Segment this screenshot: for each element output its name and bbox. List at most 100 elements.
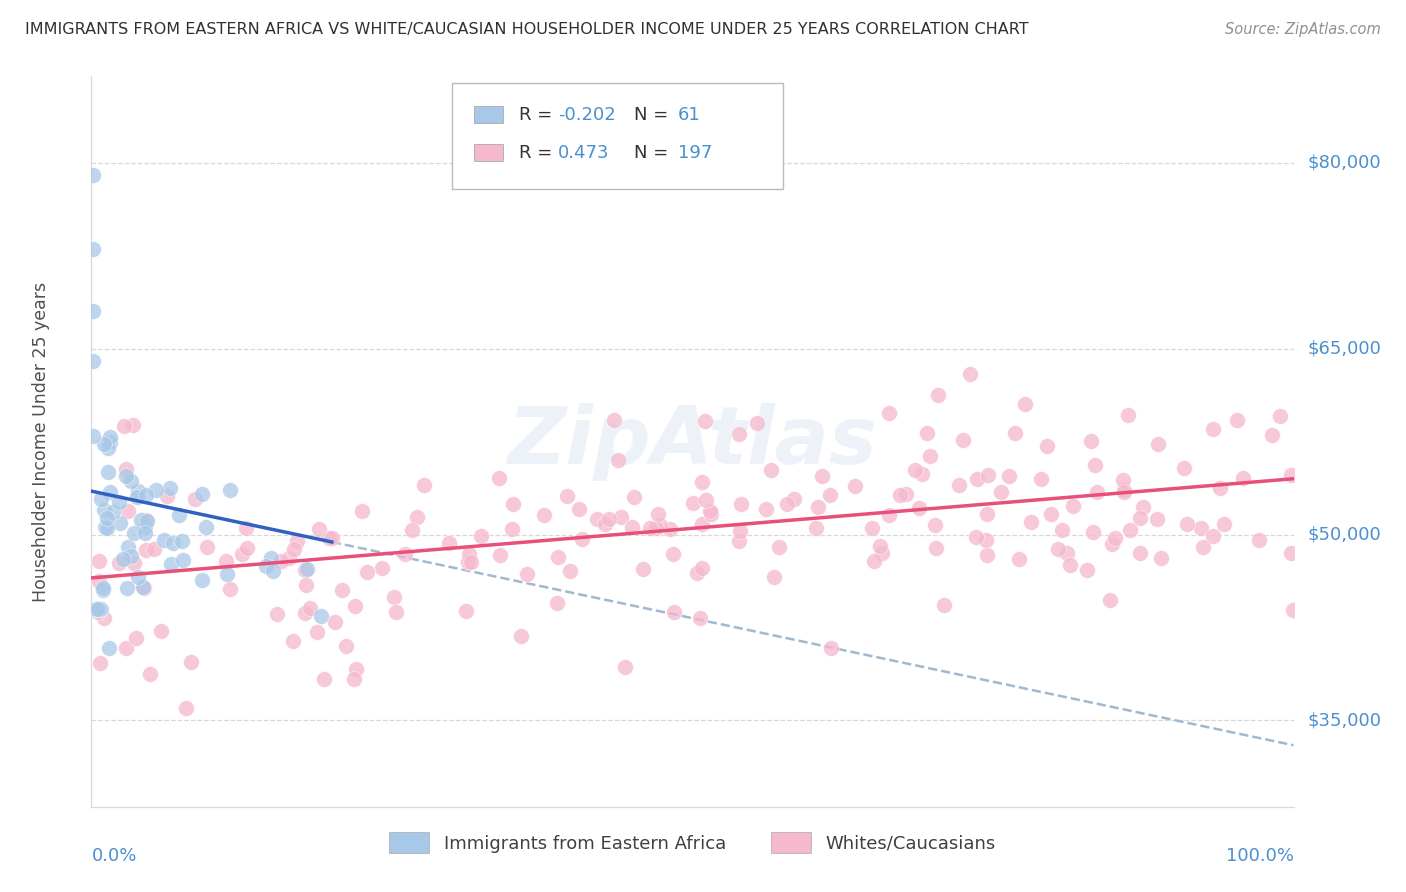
- Point: [659, 523, 682, 537]
- Point: [686, 566, 709, 580]
- Point: [768, 540, 790, 554]
- Point: [120, 474, 142, 488]
- Point: [93, 610, 115, 624]
- Point: [755, 502, 778, 516]
- Point: [112, 418, 135, 433]
- Point: [90, 602, 112, 616]
- Point: [1201, 422, 1223, 436]
- Point: [911, 467, 934, 481]
- Point: [84, 602, 107, 616]
- Point: [1062, 499, 1084, 513]
- Point: [87, 602, 110, 616]
- Point: [904, 463, 927, 477]
- Point: [1232, 471, 1254, 485]
- Point: [294, 563, 316, 577]
- Point: [120, 549, 142, 564]
- Point: [335, 639, 357, 653]
- Point: [299, 601, 322, 615]
- Point: [135, 488, 157, 502]
- Point: [1083, 524, 1105, 539]
- Point: [93, 503, 115, 517]
- Text: 0.0%: 0.0%: [91, 847, 136, 865]
- Point: [309, 609, 332, 624]
- Point: [460, 555, 482, 569]
- Point: [571, 532, 593, 546]
- FancyBboxPatch shape: [474, 144, 502, 161]
- Point: [117, 581, 139, 595]
- Point: [90, 492, 112, 507]
- Point: [108, 495, 131, 509]
- Point: [145, 483, 167, 497]
- Point: [321, 532, 343, 546]
- Point: [100, 435, 122, 450]
- Point: [1249, 533, 1271, 547]
- Point: [215, 554, 238, 568]
- Point: [217, 566, 239, 581]
- Point: [631, 562, 654, 576]
- Point: [1129, 510, 1152, 524]
- Point: [695, 492, 717, 507]
- Point: [262, 564, 284, 578]
- Point: [1056, 546, 1078, 560]
- Point: [1059, 558, 1081, 573]
- Point: [623, 490, 645, 504]
- Point: [131, 580, 153, 594]
- Point: [976, 467, 998, 482]
- Point: [405, 510, 427, 524]
- Point: [1226, 413, 1249, 427]
- Point: [647, 508, 669, 522]
- Point: [1279, 546, 1302, 560]
- Point: [330, 582, 353, 597]
- Point: [129, 513, 152, 527]
- Point: [266, 607, 288, 622]
- Point: [343, 672, 366, 686]
- Point: [454, 604, 477, 618]
- Point: [952, 433, 974, 447]
- Point: [172, 533, 194, 548]
- Point: [927, 388, 949, 402]
- Point: [516, 567, 538, 582]
- Point: [384, 605, 406, 619]
- Point: [87, 554, 110, 568]
- Point: [976, 548, 998, 562]
- Point: [1112, 474, 1135, 488]
- Point: [125, 632, 148, 646]
- Point: [1147, 437, 1170, 451]
- Point: [94, 520, 117, 534]
- Point: [844, 479, 866, 493]
- Point: [820, 640, 842, 655]
- Point: [700, 508, 723, 522]
- Point: [184, 492, 207, 507]
- Point: [948, 477, 970, 491]
- Point: [89, 656, 111, 670]
- Point: [98, 430, 121, 444]
- Point: [82, 168, 104, 182]
- Point: [1118, 523, 1140, 537]
- Point: [91, 582, 114, 597]
- Point: [693, 414, 716, 428]
- Point: [1281, 603, 1303, 617]
- Point: [84, 602, 107, 616]
- Point: [87, 605, 110, 619]
- Point: [510, 629, 533, 643]
- Text: R =: R =: [519, 105, 553, 124]
- Point: [759, 463, 782, 477]
- Point: [915, 425, 938, 440]
- Point: [690, 560, 713, 574]
- Point: [1202, 529, 1225, 543]
- Text: Householder Income Under 25 years: Householder Income Under 25 years: [32, 282, 49, 601]
- Point: [869, 539, 891, 553]
- Point: [89, 602, 111, 616]
- Point: [470, 529, 492, 543]
- Point: [219, 483, 242, 498]
- Point: [172, 552, 194, 566]
- Text: Source: ZipAtlas.com: Source: ZipAtlas.com: [1225, 22, 1381, 37]
- Text: IMMIGRANTS FROM EASTERN AFRICA VS WHITE/CAUCASIAN HOUSEHOLDER INCOME UNDER 25 YE: IMMIGRANTS FROM EASTERN AFRICA VS WHITE/…: [25, 22, 1029, 37]
- Point: [110, 516, 132, 531]
- Point: [730, 524, 752, 538]
- Point: [108, 556, 131, 570]
- Point: [682, 496, 704, 510]
- Point: [308, 522, 330, 536]
- Point: [437, 536, 460, 550]
- Point: [1175, 517, 1198, 532]
